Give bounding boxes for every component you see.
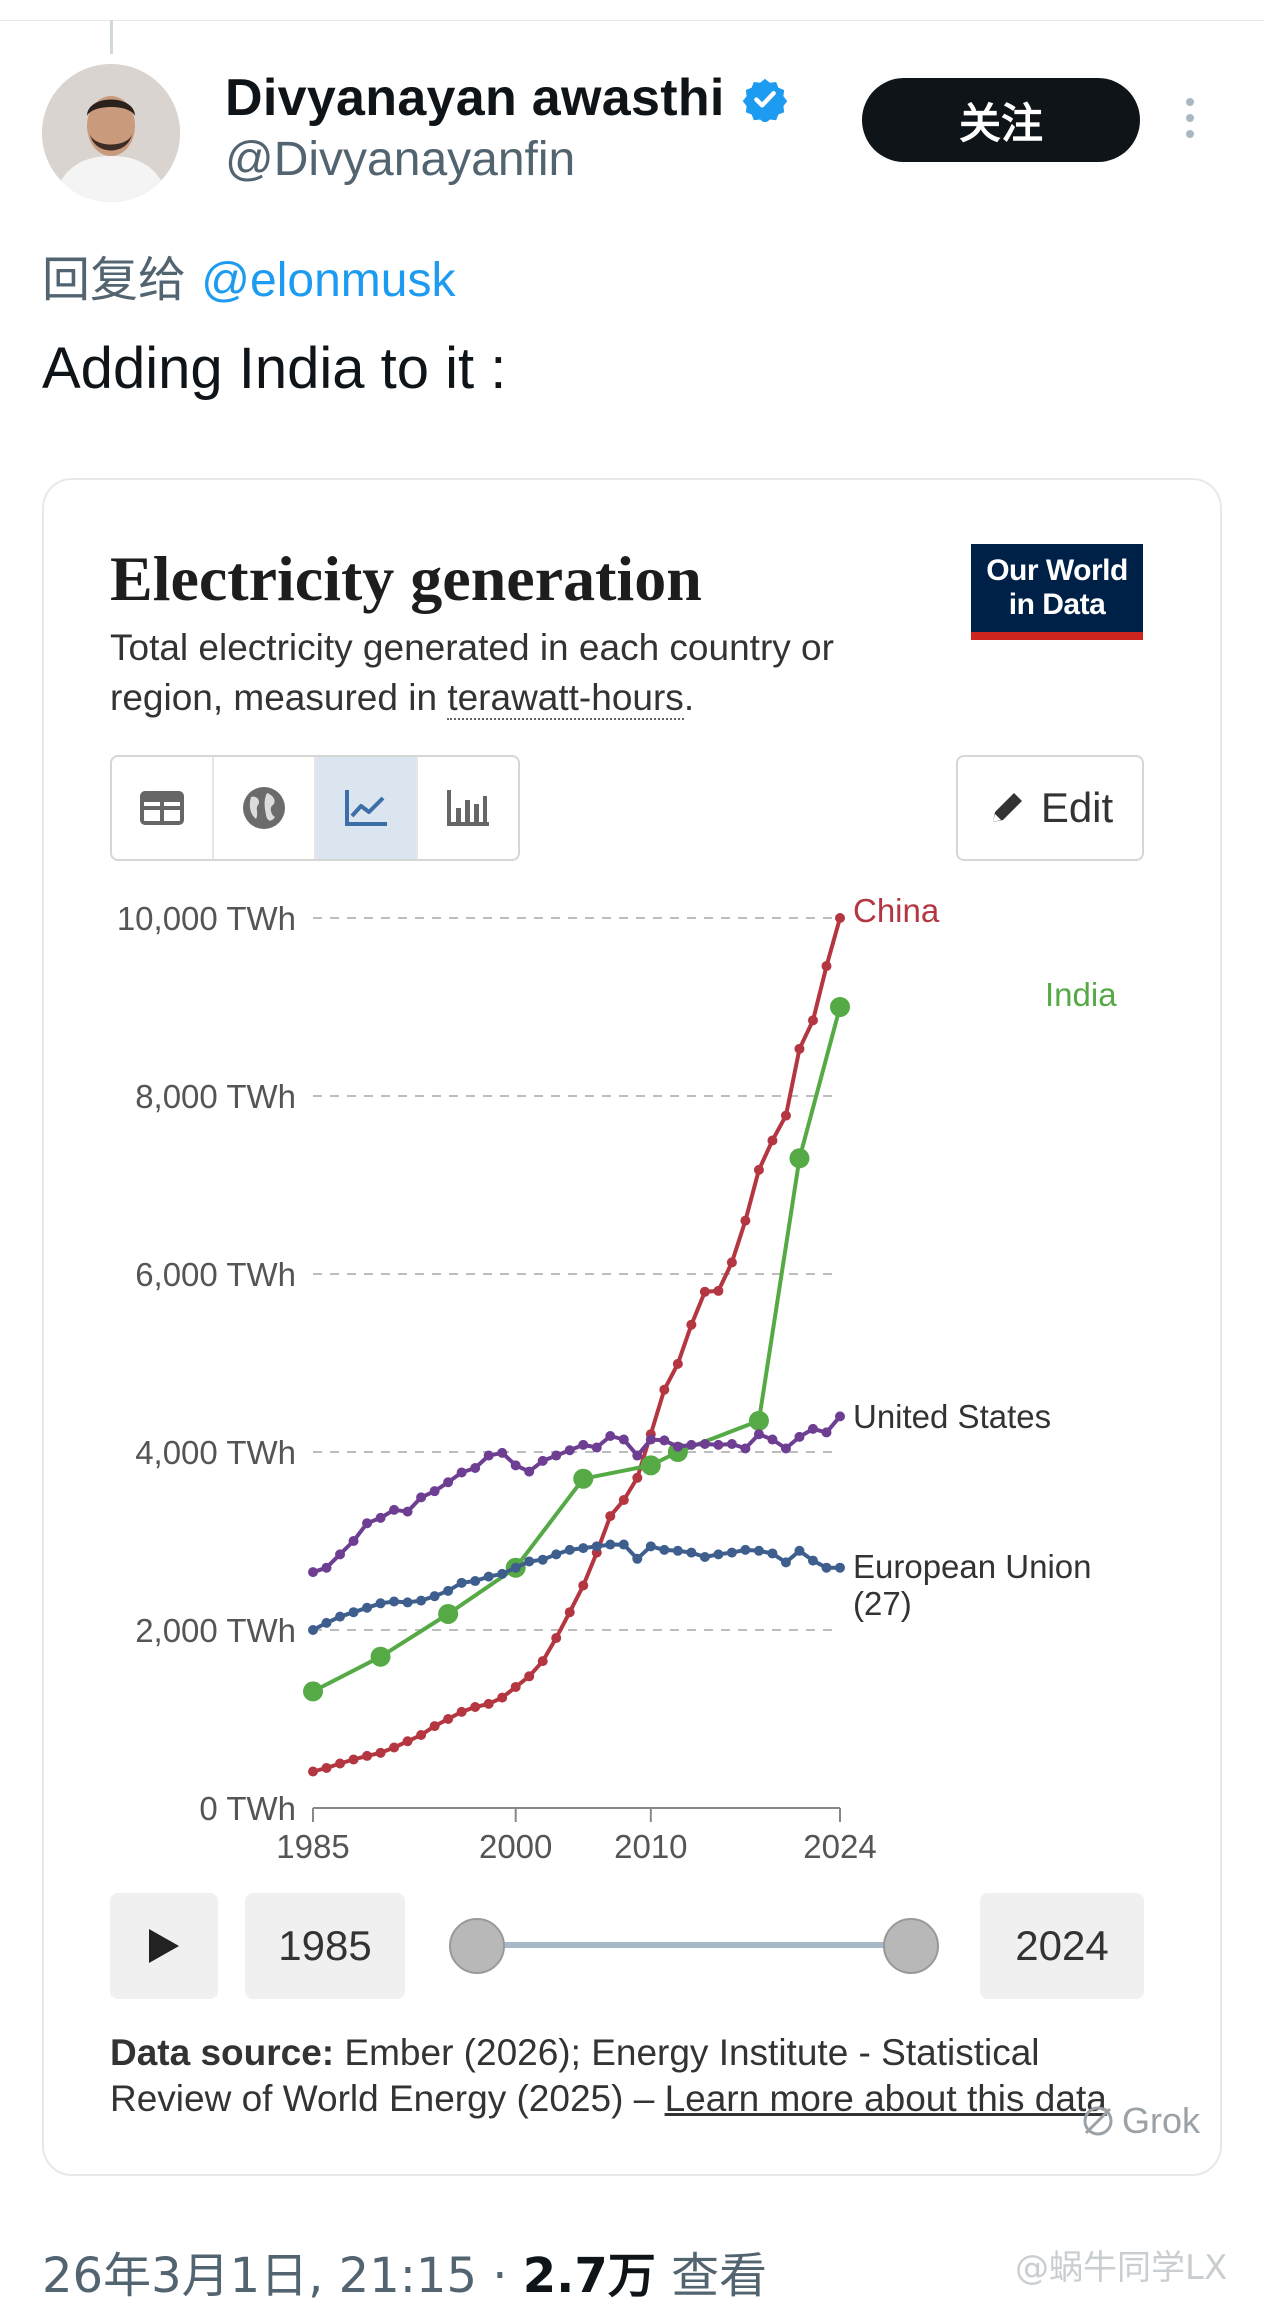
chart-subtitle-text: Total electricity generated in each coun… (110, 627, 834, 718)
timeline-end-handle[interactable] (883, 1918, 939, 1974)
timeline-start-handle[interactable] (449, 1918, 505, 1974)
learn-more-link[interactable]: Learn more about this data (664, 2078, 1107, 2119)
view-count: 2.7万 (522, 2248, 656, 2304)
line-chart-icon (345, 790, 387, 826)
data-source-label: Data source: (110, 2032, 335, 2073)
pencil-icon (992, 793, 1022, 822)
thread-line (110, 20, 113, 54)
timeline-start-year[interactable]: 1985 (245, 1893, 405, 1999)
data-source: Data source: Ember (2026); Energy Instit… (110, 2030, 1150, 2122)
bar-chart-icon (447, 790, 489, 826)
reply-context: 回复给 @elonmusk (42, 240, 455, 310)
avatar-image (42, 64, 180, 202)
data-source-text: Ember (2026); Energy Institute - Statist… (110, 2032, 1040, 2119)
timeline-end-year[interactable]: 2024 (980, 1893, 1144, 1999)
image-watermark: @蜗牛同学LX (1015, 2248, 1228, 2288)
chart-title: Electricity generation (110, 543, 702, 614)
grok-watermark: Grok (1080, 2100, 1200, 2142)
reply-prefix: 回复给 (42, 252, 187, 308)
owid-logo[interactable]: Our World in Data (971, 544, 1143, 640)
view-count-label: 查看 (655, 2248, 768, 2304)
timeline-slider-track[interactable] (475, 1942, 915, 1948)
grok-label: Grok (1122, 2100, 1201, 2141)
tweet-text: Adding India to it : (42, 336, 507, 401)
owid-logo-line1: Our World (986, 554, 1128, 587)
view-tabs (110, 755, 520, 861)
verified-badge-icon (742, 78, 788, 122)
chart-subtitle-end: . (683, 677, 695, 718)
reply-mention-link[interactable]: @elonmusk (201, 254, 456, 307)
user-handle[interactable]: @Divyanayanfin (225, 133, 576, 186)
top-divider (0, 20, 1264, 21)
avatar[interactable] (42, 64, 180, 202)
tweet-timestamp[interactable]: 26年3月1日, 21:15 · (42, 2248, 523, 2304)
more-options-icon[interactable] (1186, 98, 1196, 144)
tweet-meta: 26年3月1日, 21:15 · 2.7万 查看 (42, 2236, 767, 2306)
edit-button-label: Edit (1040, 784, 1114, 831)
tab-bar-chart[interactable] (418, 757, 518, 859)
chart-subtitle: Total electricity generated in each coun… (110, 623, 930, 723)
globe-icon (243, 787, 285, 829)
tab-line-chart[interactable] (316, 757, 418, 859)
tab-table[interactable] (112, 757, 214, 859)
play-icon (149, 1929, 179, 1963)
edit-button[interactable]: Edit (956, 755, 1144, 861)
tab-map[interactable] (214, 757, 316, 859)
table-icon (140, 791, 184, 825)
play-button[interactable] (110, 1893, 218, 1999)
terawatt-hours-link[interactable]: terawatt-hours (447, 677, 684, 720)
follow-button[interactable]: 关注 (862, 78, 1140, 162)
display-name[interactable]: Divyanayan awasthi (225, 69, 725, 127)
owid-logo-line2: in Data (1008, 588, 1106, 621)
grok-icon (1083, 2106, 1113, 2136)
